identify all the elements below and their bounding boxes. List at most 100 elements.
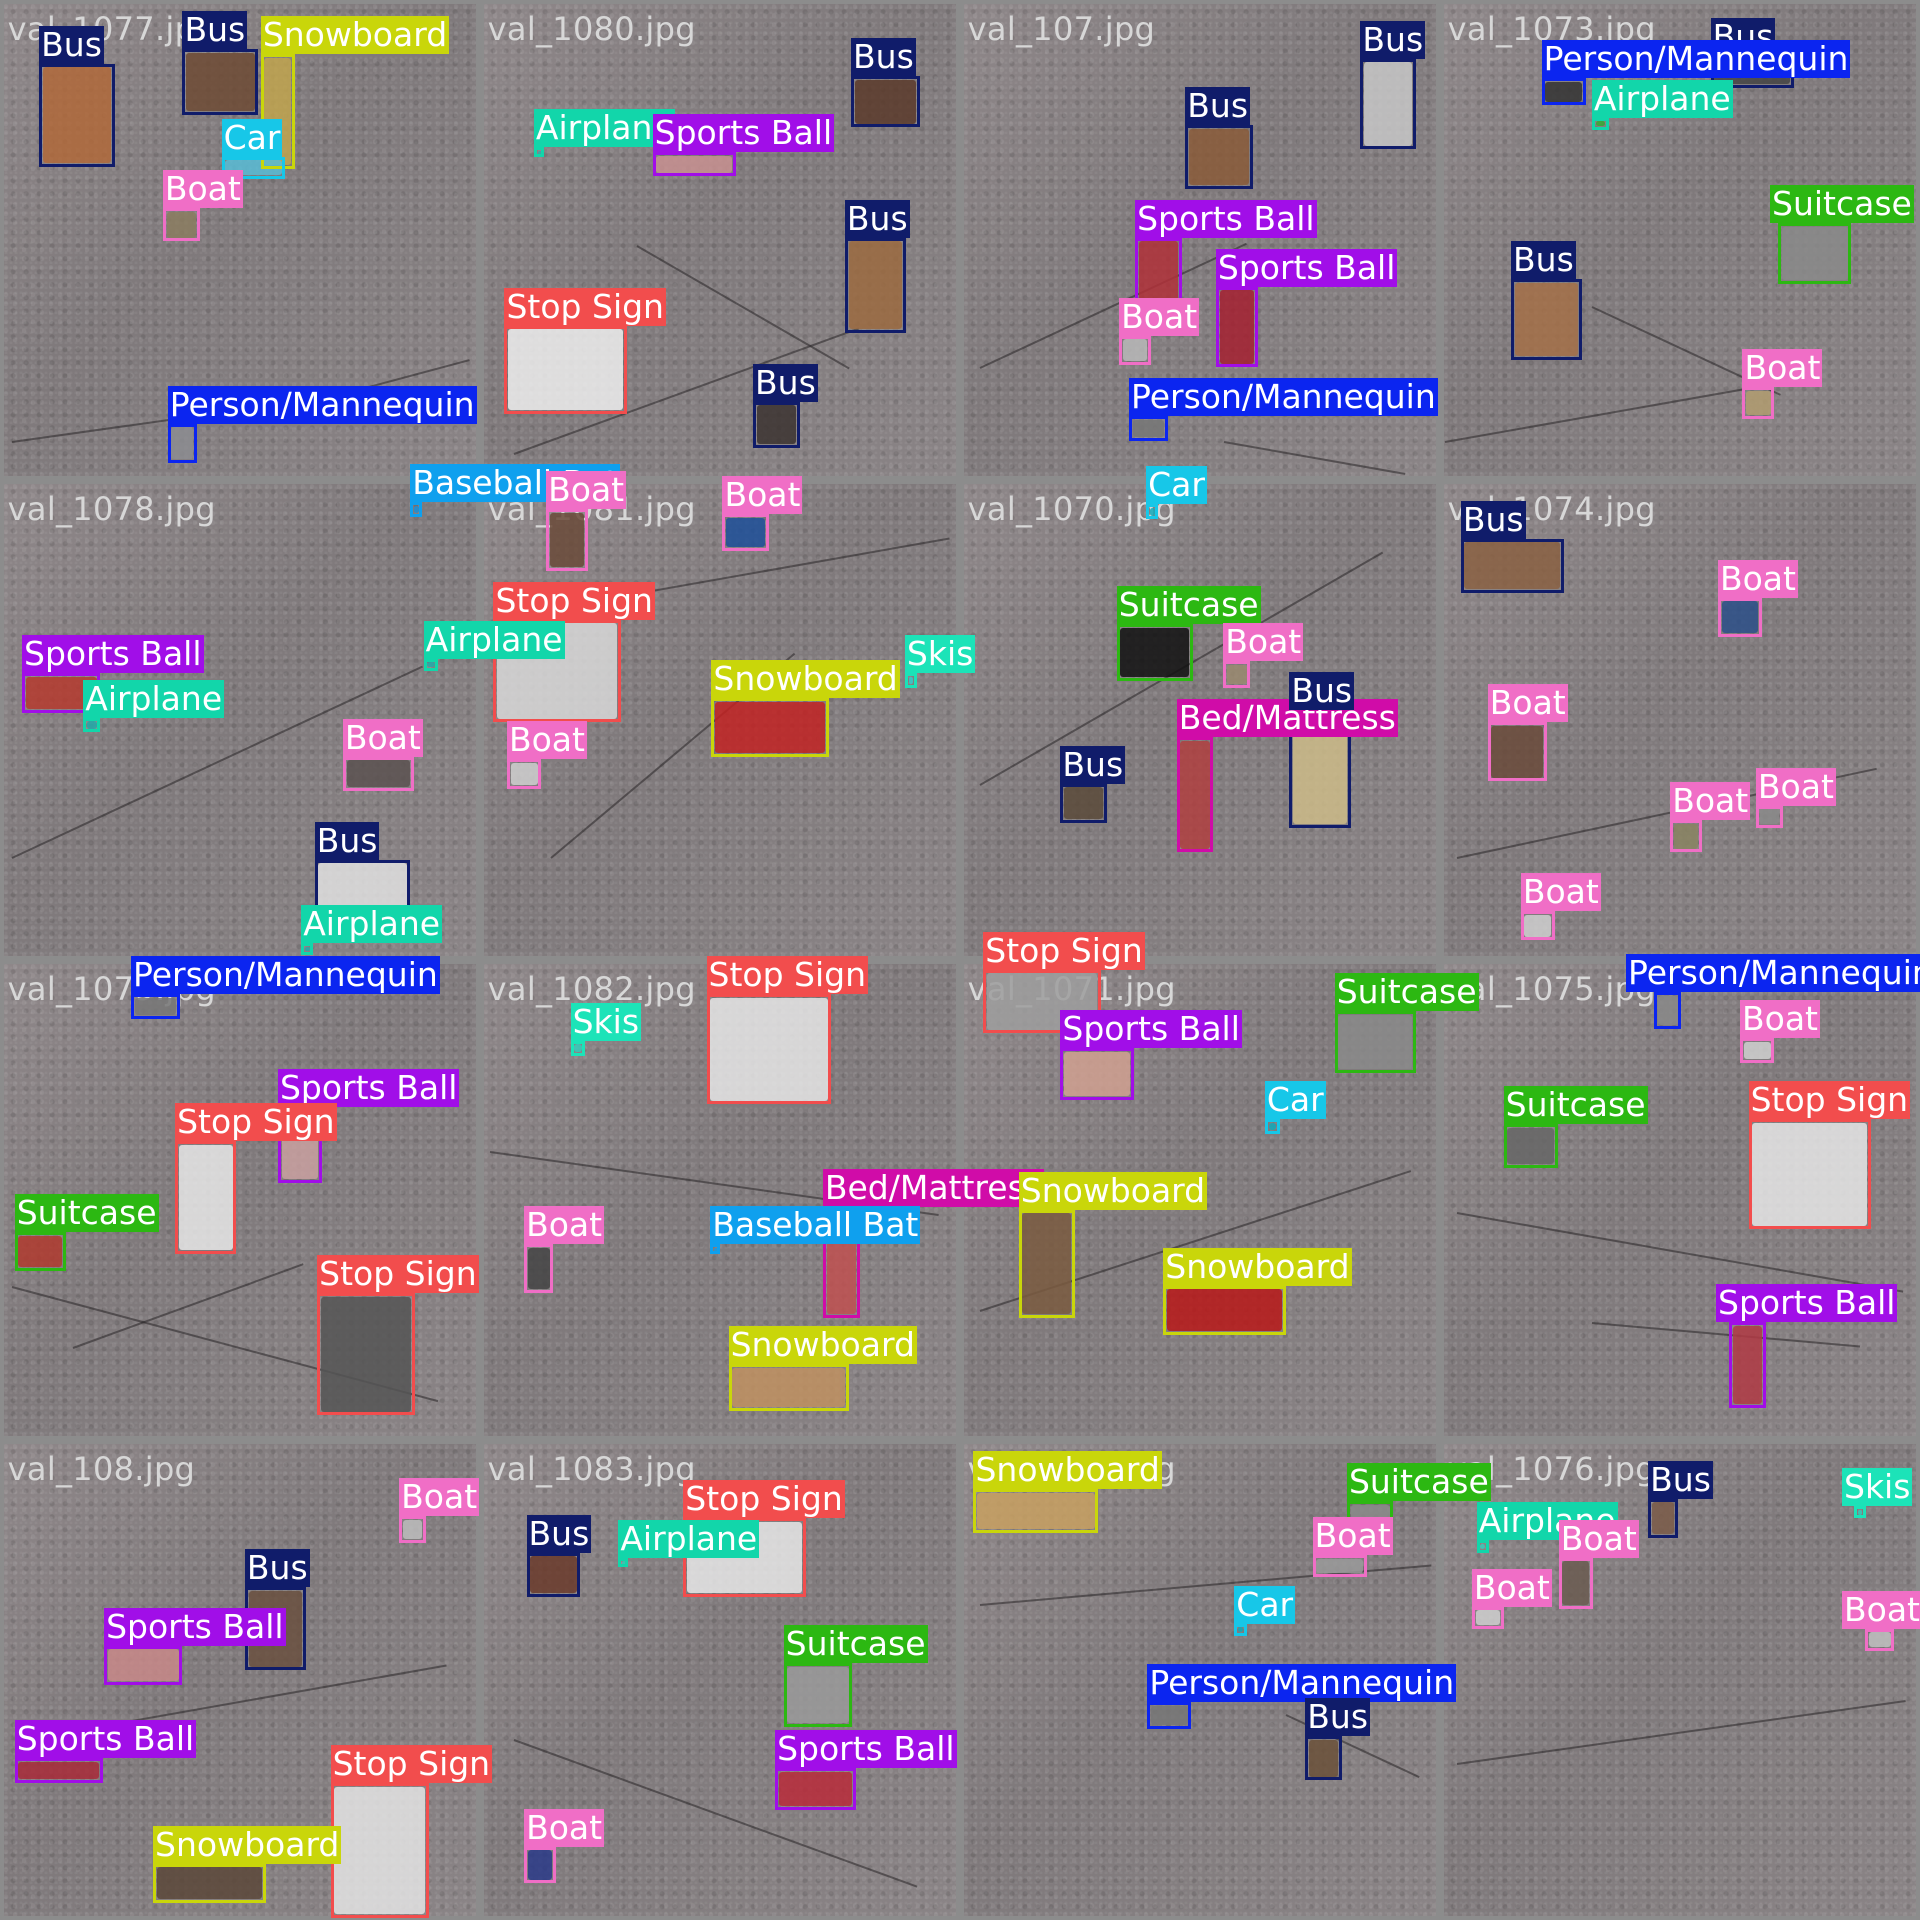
detection-label: Stop Sign (317, 1254, 479, 1294)
detection-label: Skis (1842, 1467, 1913, 1507)
detection-box (711, 697, 829, 757)
detection-label: Boat (524, 1205, 605, 1245)
detection-label: Person/Mannequin (1626, 953, 1920, 992)
detection-label: Person/Mannequin (1541, 39, 1851, 79)
detected-object (1651, 1502, 1674, 1535)
detection-box (162, 208, 200, 242)
detection-label: Airplane (423, 619, 565, 659)
detection-box (175, 1141, 237, 1254)
detected-object (42, 67, 112, 163)
detection-box (983, 969, 1101, 1034)
detection-box (1777, 222, 1852, 285)
pavement-crack (73, 1263, 304, 1349)
detected-object (778, 1771, 853, 1807)
detection-label: Bus (1289, 671, 1355, 711)
detection-box (710, 1244, 720, 1254)
detection-box (131, 994, 180, 1019)
detected-object (1064, 1051, 1131, 1096)
detected-object (622, 1561, 627, 1566)
detection-label: Car (221, 117, 283, 157)
detected-object (1545, 82, 1583, 102)
tile-filename: val_1075.jpg (1447, 969, 1656, 1008)
detected-object (715, 701, 826, 754)
detection-box (1360, 58, 1416, 150)
detection-box (1060, 1048, 1134, 1100)
tile-filename: val_108.jpg (7, 1449, 196, 1488)
detection-box (14, 1231, 67, 1271)
detection-label: Bed/Mattress (822, 1168, 1044, 1208)
detected-object (1237, 1627, 1243, 1633)
detection-box (506, 759, 542, 789)
detection-label: Boat (524, 1807, 605, 1847)
detection-box (533, 146, 544, 157)
detection-label: Stop Sign (493, 580, 655, 620)
detected-object (530, 1556, 577, 1594)
detected-object (1226, 664, 1247, 685)
detected-object (854, 79, 916, 124)
detected-object (156, 1867, 263, 1900)
detected-object (304, 946, 310, 952)
detected-object (656, 155, 733, 173)
detection-box (1853, 1506, 1867, 1519)
detection-box (1223, 661, 1251, 689)
detection-box (1234, 1623, 1247, 1636)
detected-object (537, 150, 542, 155)
detected-object (1507, 1127, 1554, 1165)
detection-box (1740, 1038, 1775, 1063)
detection-label: Snowboard (1163, 1246, 1352, 1286)
detected-object (18, 1235, 63, 1268)
detected-object (1308, 1740, 1339, 1777)
detection-label: Bus (39, 24, 104, 64)
detected-object (787, 1666, 849, 1723)
detection-label: Snowboard (711, 658, 900, 698)
detected-object (186, 52, 255, 112)
detection-label: Bus (851, 36, 916, 76)
detection-label: Baseball Bat (710, 1205, 921, 1245)
detected-object (1514, 282, 1579, 357)
detection-box (1215, 286, 1258, 368)
detected-object (1743, 1042, 1771, 1060)
detection-box (399, 1515, 427, 1543)
detected-object (413, 505, 419, 514)
detection-box (182, 48, 259, 116)
detection-box (904, 673, 918, 689)
detected-object (1732, 1326, 1763, 1405)
detection-box (1185, 124, 1253, 189)
detection-label: Bus (1648, 1459, 1713, 1499)
detection-label: Boat (1670, 781, 1751, 821)
detection-box (153, 1863, 266, 1903)
detection-label: Sports Ball (22, 634, 204, 674)
detection-label: Boat (1312, 1516, 1393, 1556)
detection-label: Person/Mannequin (131, 955, 440, 995)
detection-label: Boat (722, 475, 803, 515)
detection-box (504, 325, 627, 414)
detected-object (1868, 1632, 1891, 1647)
detection-label: Boat (162, 169, 243, 209)
detection-box (851, 75, 920, 128)
detection-label: Skis (570, 1001, 642, 1041)
detection-label: Boat (1842, 1589, 1920, 1629)
detected-object (1746, 390, 1771, 416)
detected-object (1480, 1544, 1486, 1549)
detected-object (1524, 914, 1552, 937)
detected-object (1721, 601, 1759, 634)
detected-object (427, 662, 435, 668)
detected-object (1219, 290, 1254, 364)
detected-object (527, 1247, 550, 1290)
detection-label: Boat (1755, 766, 1836, 806)
detection-label: Stop Sign (683, 1479, 845, 1519)
detected-object (1759, 809, 1780, 825)
detection-box (546, 509, 588, 571)
detected-object (171, 427, 194, 460)
detection-box (728, 1364, 849, 1411)
detection-label: Boat (399, 1476, 480, 1516)
detection-label: Snowboard (973, 1449, 1162, 1489)
detection-box (526, 1552, 581, 1597)
detected-object (320, 1296, 412, 1412)
detection-box (1147, 1702, 1192, 1729)
detection-box (652, 151, 736, 177)
detection-box (14, 1758, 103, 1783)
detection-box (1471, 1606, 1504, 1629)
detection-label: Bus (314, 820, 380, 860)
detected-object (713, 1247, 718, 1252)
